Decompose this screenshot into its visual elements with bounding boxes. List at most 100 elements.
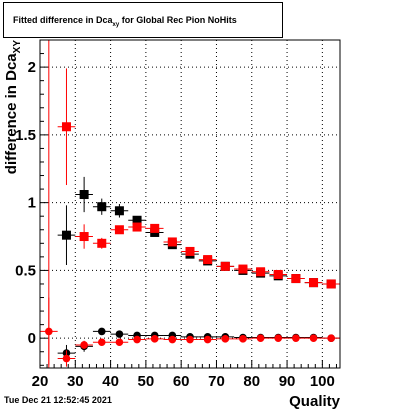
series-3 <box>40 297 340 367</box>
data-point <box>269 334 288 342</box>
y-tick-label: 0 <box>28 330 36 347</box>
data-point <box>304 278 323 288</box>
data-point <box>92 237 111 249</box>
chart-title: Fitted difference in Dcaxy for Global Re… <box>13 15 237 28</box>
marker-circle <box>292 334 300 342</box>
x-tick-label: 20 <box>32 373 49 390</box>
data-point <box>234 335 252 343</box>
data-point <box>145 223 164 233</box>
marker-square <box>150 223 160 233</box>
data-point <box>198 255 217 265</box>
marker-circle <box>115 330 124 338</box>
marker-square <box>220 261 230 271</box>
marker-square <box>132 215 142 225</box>
marker-square <box>238 264 248 274</box>
data-point <box>110 225 129 235</box>
marker-circle <box>203 335 212 344</box>
data-point <box>40 297 58 366</box>
data-point <box>57 205 76 265</box>
marker-circle <box>45 327 53 336</box>
data-point <box>128 222 146 232</box>
marker-square <box>309 278 319 288</box>
marker-circle <box>80 341 88 349</box>
y-axis-label-main: difference in Dca <box>3 53 20 175</box>
x-tick-label: 60 <box>173 373 190 390</box>
data-point <box>287 274 305 284</box>
marker-circle <box>186 335 194 344</box>
y-tick-label: 2 <box>28 59 36 76</box>
data-point <box>216 335 235 343</box>
plot-frame <box>39 39 341 369</box>
x-axis-ticks: 20 30 40 50 60 70 80 90 100 <box>32 360 337 390</box>
y-axis-label-sub: XY <box>12 40 23 54</box>
chart-title-suffix: for Global Rec Pion NoHits <box>119 15 237 25</box>
x-tick-label: 50 <box>138 373 155 390</box>
marker-square <box>114 206 124 216</box>
data-point <box>57 68 76 186</box>
data-point <box>110 330 129 338</box>
data-point <box>269 269 288 279</box>
x-tick-label: 80 <box>243 373 260 390</box>
marker-square <box>61 230 71 240</box>
data-point <box>304 334 323 342</box>
series-1 <box>57 68 340 289</box>
data-point <box>128 335 146 344</box>
marker-square <box>167 237 177 247</box>
marker-circle <box>97 327 106 336</box>
series-0 <box>57 176 340 289</box>
marker-circle <box>239 335 247 343</box>
title-box: Fitted difference in Dcaxy for Global Re… <box>3 2 283 38</box>
y-tick-label: 1.5 <box>15 127 36 144</box>
data-point <box>75 176 93 213</box>
marker-circle <box>97 338 106 347</box>
marker-circle <box>309 334 318 342</box>
marker-circle <box>133 335 141 344</box>
data-point <box>110 204 129 218</box>
x-tick-label: 90 <box>279 373 296 390</box>
data-point <box>75 340 93 350</box>
data-point <box>57 350 76 367</box>
data-point <box>75 224 93 249</box>
data-point <box>92 338 111 347</box>
marker-circle <box>274 334 283 342</box>
timestamp: Tue Dec 21 12:52:45 2021 <box>4 395 112 405</box>
marker-square <box>79 232 89 242</box>
data-point <box>287 334 305 342</box>
data-point <box>322 334 340 342</box>
x-tick-label: 30 <box>67 373 84 390</box>
marker-square <box>97 238 107 248</box>
marker-circle <box>256 334 265 342</box>
series-layer <box>40 68 340 367</box>
y-tick-label: 0.5 <box>15 262 36 279</box>
marker-square <box>203 255 213 265</box>
marker-square <box>97 202 107 212</box>
data-point <box>181 246 199 256</box>
y-axis-label: difference in DcaXY <box>3 40 23 175</box>
chart-title-sub: xy <box>112 21 120 28</box>
data-point <box>181 335 199 344</box>
marker-square <box>132 222 142 232</box>
marker-circle <box>327 334 335 342</box>
x-tick-label: 40 <box>102 373 119 390</box>
x-tick-label: 100 <box>310 373 335 390</box>
data-point <box>110 338 129 347</box>
grid <box>40 40 340 368</box>
data-point <box>92 327 111 336</box>
y-tick-label: 1 <box>28 195 36 212</box>
marker-circle <box>168 335 177 344</box>
marker-square <box>114 225 124 235</box>
data-point <box>163 237 182 247</box>
marker-square <box>79 190 89 200</box>
marker-square <box>185 246 195 256</box>
marker-circle <box>62 354 71 363</box>
x-axis-label: Quality <box>289 393 341 409</box>
marker-square <box>61 122 71 132</box>
marker-circle <box>221 335 230 343</box>
data-point <box>322 279 340 289</box>
marker-square <box>273 269 283 279</box>
data-point <box>251 334 270 342</box>
x-tick-label: 70 <box>208 373 225 390</box>
data-point <box>198 335 217 344</box>
marker-circle <box>115 338 124 347</box>
